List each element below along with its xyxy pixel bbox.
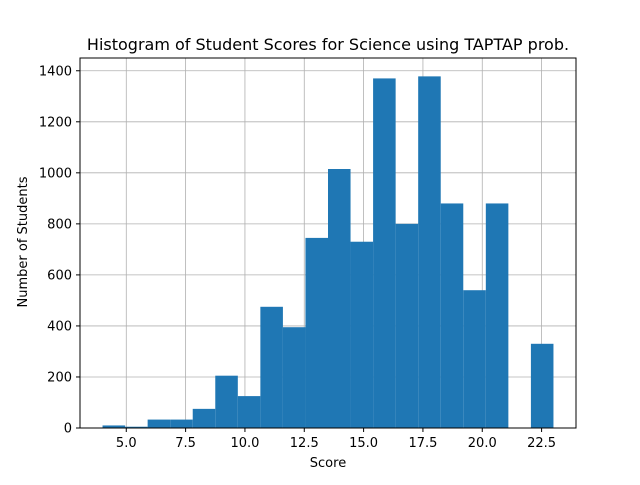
histogram-bar	[170, 419, 193, 428]
histogram-bar	[147, 419, 171, 428]
histogram-bar	[328, 169, 351, 428]
plot-frame	[79, 57, 577, 429]
x-tick-label: 20.0	[468, 436, 497, 451]
x-axis-label: Score	[310, 456, 346, 471]
y-tick-label: 1000	[39, 166, 72, 181]
histogram-bar	[260, 306, 283, 428]
x-tick-label: 5.0	[116, 436, 137, 451]
histogram-bar	[215, 375, 238, 428]
histogram-bar	[192, 408, 216, 428]
chart-title: Histogram of Student Scores for Science …	[87, 35, 569, 54]
histogram-bar	[440, 203, 464, 428]
x-tick-label: 12.5	[290, 436, 319, 451]
x-tick-label: 7.5	[175, 436, 196, 451]
histogram-bar	[102, 425, 126, 428]
histogram-bar	[350, 241, 374, 428]
histogram-bar	[485, 203, 509, 428]
histogram-bar	[305, 237, 328, 428]
histogram-bar	[373, 78, 396, 429]
y-tick-label: 400	[47, 319, 72, 334]
x-tick-label: 17.5	[408, 436, 437, 451]
histogram-bar	[282, 327, 306, 428]
histogram-bar	[530, 343, 554, 428]
y-tick-label: 0	[64, 422, 72, 437]
histogram-bar	[125, 426, 148, 428]
y-tick-label: 600	[47, 268, 72, 283]
y-tick-label: 800	[47, 217, 72, 232]
histogram-bar	[463, 290, 486, 428]
y-axis-ticks: 0 200 400 600 800 1000 1200 1400	[39, 64, 80, 437]
histogram-bar	[418, 76, 441, 429]
y-axis-label: Number of Students	[16, 176, 31, 307]
x-tick-label: 10.0	[230, 436, 259, 451]
x-axis-ticks: 5.0 7.5 10.0 12.5 15.0 17.5 20.0 22.5	[116, 428, 556, 451]
x-tick-label: 22.5	[527, 436, 556, 451]
x-tick-label: 15.0	[349, 436, 378, 451]
y-tick-label: 1200	[39, 115, 72, 130]
histogram-bar	[395, 223, 419, 428]
y-tick-label: 200	[47, 370, 72, 385]
y-tick-label: 1400	[39, 64, 72, 79]
histogram-bar	[237, 396, 261, 428]
bars-layer	[102, 76, 554, 429]
